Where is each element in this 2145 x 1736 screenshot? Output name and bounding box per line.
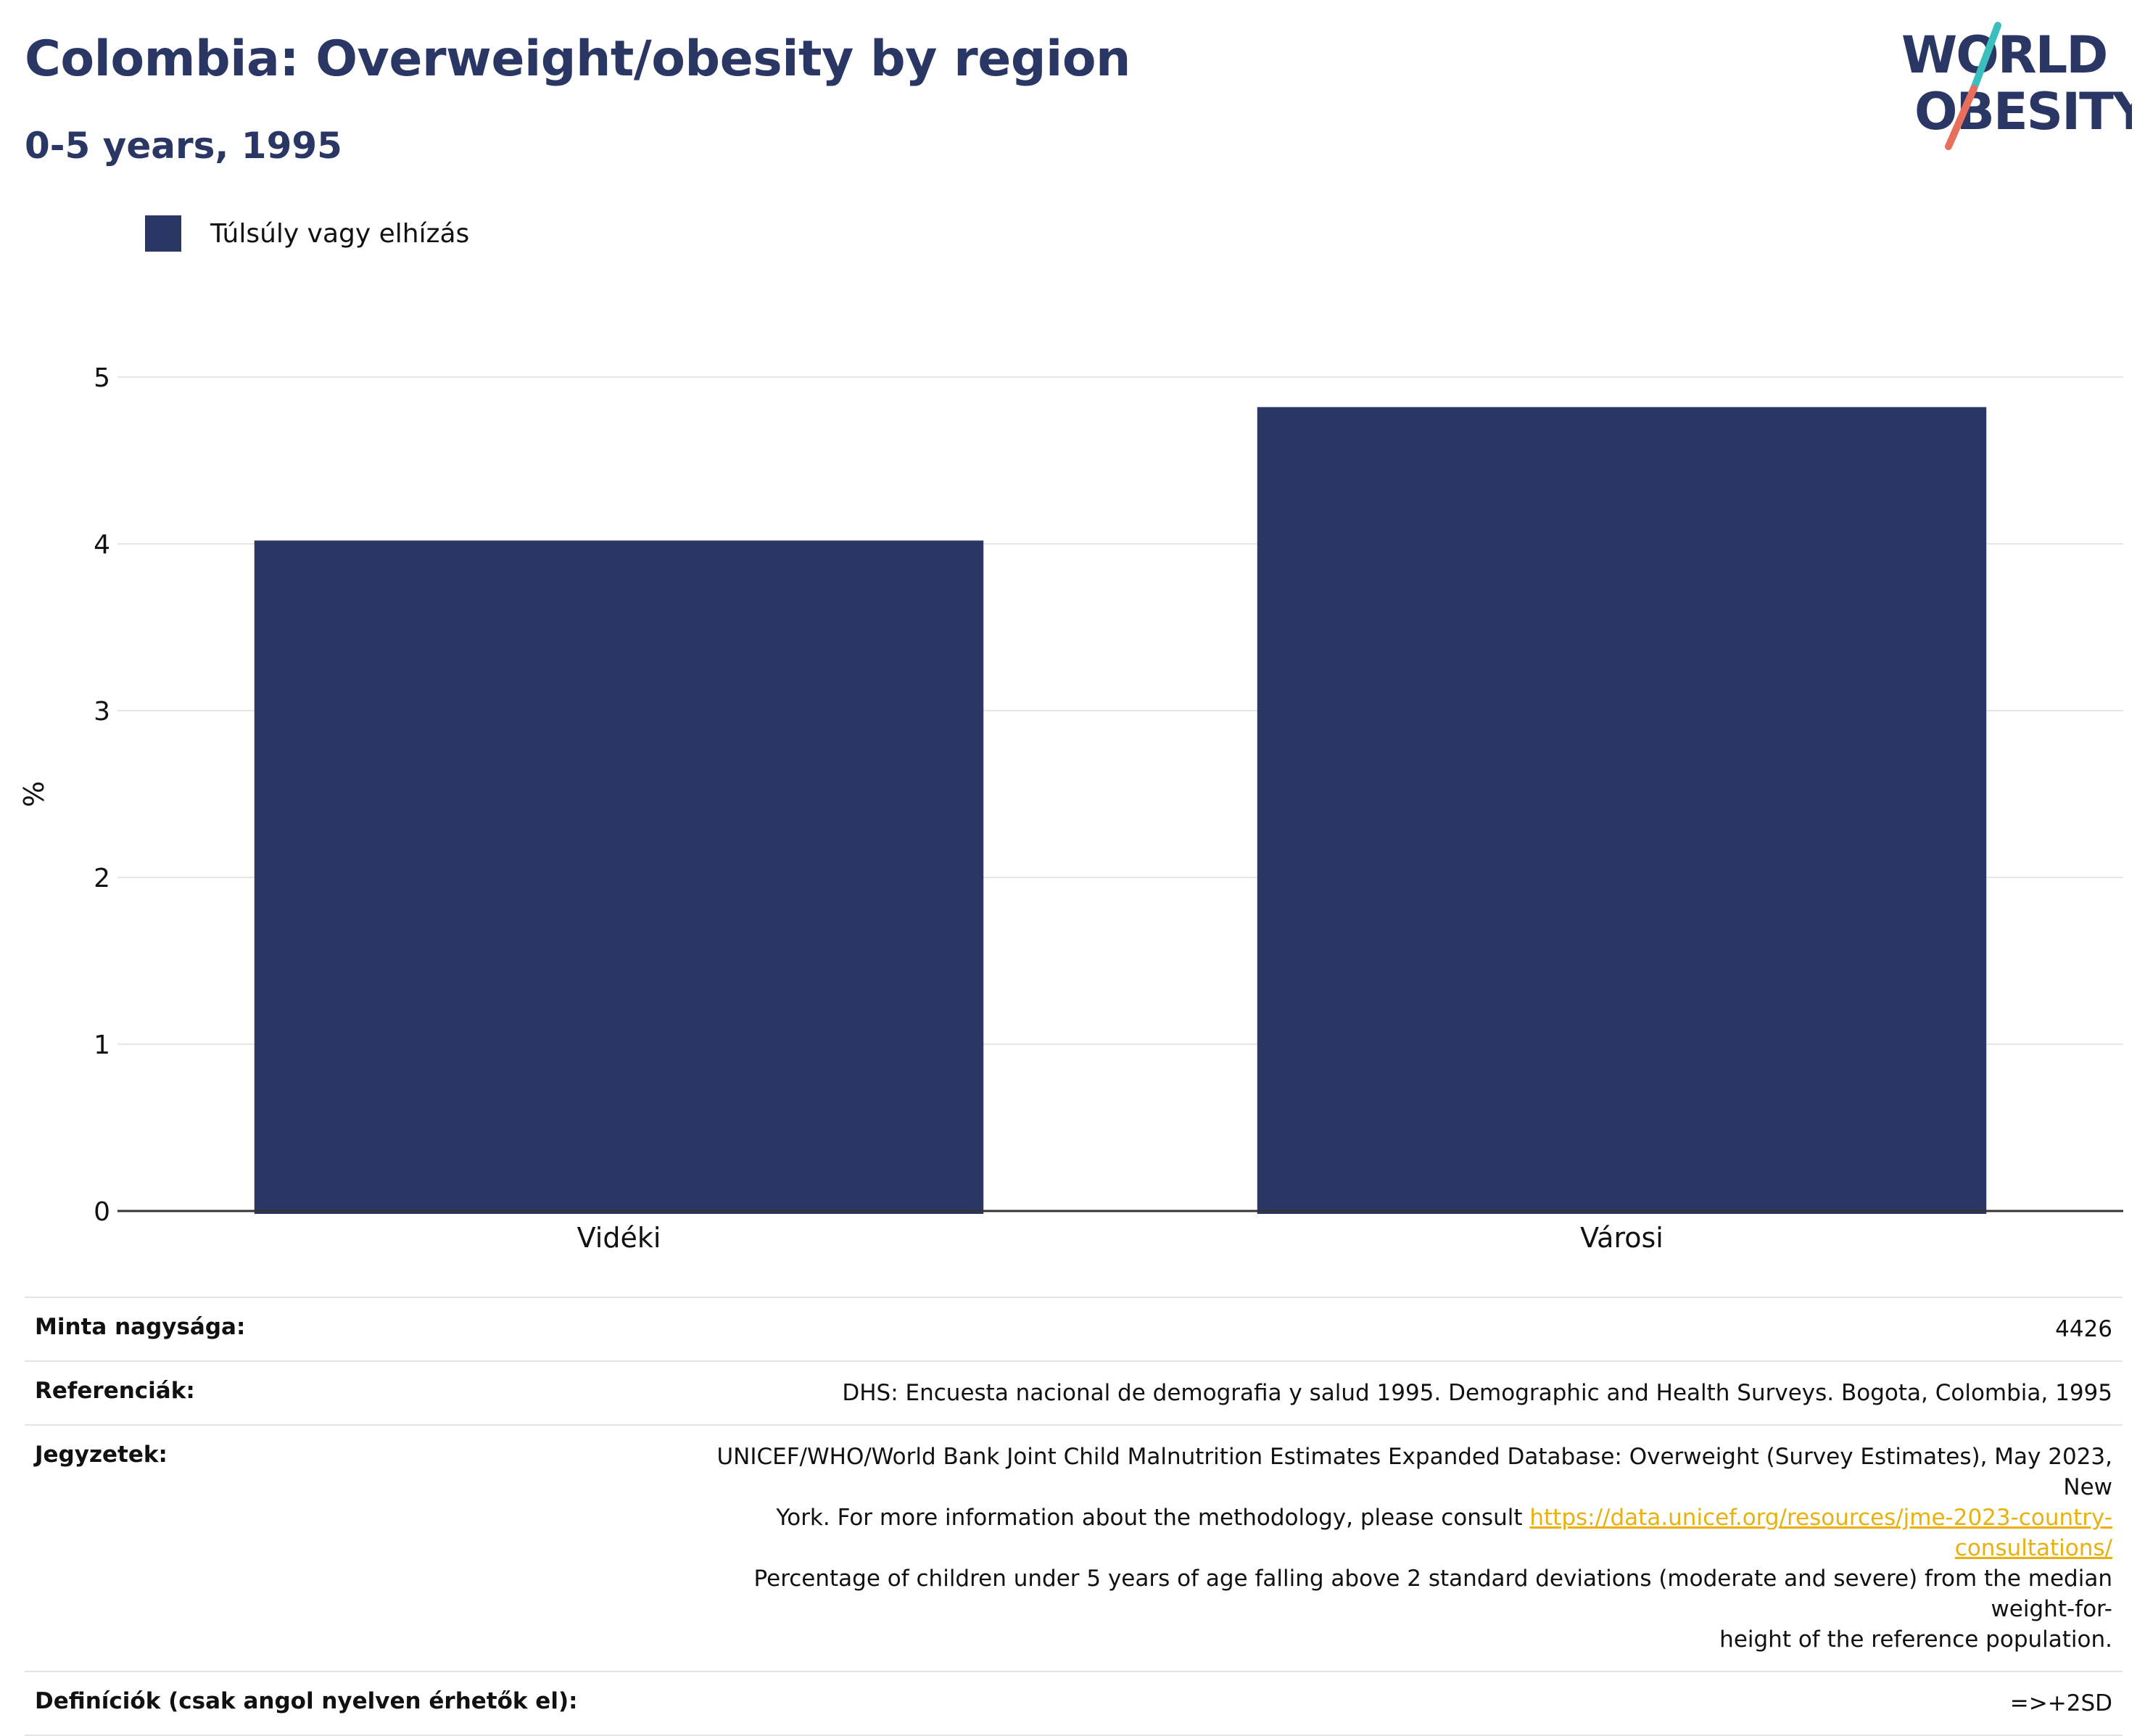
chart-title: Colombia: Overweight/obesity by region (25, 30, 1131, 88)
y-tick-label: 3 (94, 697, 110, 727)
definitions-row: Definíciók (csak angol nyelven érhetők e… (25, 1671, 2123, 1736)
bar (1257, 407, 1987, 1214)
y-tick-label: 4 (94, 530, 110, 560)
legend-swatch (145, 215, 181, 252)
references-row: Referenciák: DHS: Encuesta nacional de d… (25, 1360, 2123, 1426)
chart-subtitle: 0-5 years, 1995 (25, 125, 342, 167)
notes-line-3: Percentage of children under 5 years of … (753, 1566, 2112, 1622)
references-value: DHS: Encuesta nacional de demografia y s… (698, 1360, 2123, 1426)
notes-line-4: height of the reference population. (1719, 1627, 2112, 1653)
x-tick-label: Városi (1580, 1222, 1663, 1254)
chart-canvas: 0 1 2 3 4 5 Vidéki Városi% (18, 363, 2123, 1254)
y-tick-label: 1 (94, 1030, 110, 1060)
sample-size-row: Minta nagysága: 4426 (25, 1297, 2123, 1362)
notes-line-1: UNICEF/WHO/World Bank Joint Child Malnut… (716, 1444, 2112, 1500)
x-tick-label: Vidéki (577, 1222, 661, 1254)
notes-label: Jegyzetek: (25, 1424, 698, 1672)
definitions-label: Definíciók (csak angol nyelven érhetők e… (25, 1671, 698, 1736)
world-obesity-logo: WORLD OBESITY (1901, 22, 2132, 150)
y-axis-label: % (18, 781, 50, 807)
sample-size-label: Minta nagysága: (25, 1297, 698, 1362)
methodology-link[interactable]: https://data.unicef.org/resources/jme-20… (1529, 1505, 2112, 1561)
logo-slash-bottom (1945, 85, 1977, 150)
y-tick-label: 2 (94, 864, 110, 893)
sample-size-value: 4426 (698, 1297, 2123, 1362)
bar (254, 540, 984, 1214)
definitions-value: =>+2SD (698, 1671, 2123, 1736)
bar-chart: 0 1 2 3 4 5 Vidéki Városi% (0, 305, 2145, 1265)
y-tick-label: 0 (94, 1197, 110, 1227)
notes-line-2: York. For more information about the met… (776, 1505, 1530, 1531)
logo-text-world: WORLD (1901, 25, 2107, 85)
logo-text-obesity: OBESITY (1914, 82, 2132, 141)
legend-label: Túlsúly vagy elhízás (210, 218, 470, 249)
y-tick-label: 5 (94, 363, 110, 393)
notes-row: Jegyzetek: UNICEF/WHO/World Bank Joint C… (25, 1424, 2123, 1672)
logo-slash-top (1970, 22, 2001, 92)
references-label: Referenciák: (25, 1360, 698, 1426)
chart-legend: Túlsúly vagy elhízás (145, 214, 469, 253)
notes-value: UNICEF/WHO/World Bank Joint Child Malnut… (698, 1424, 2123, 1672)
info-table: Minta nagysága: 4426 Referenciák: DHS: E… (25, 1297, 2123, 1736)
